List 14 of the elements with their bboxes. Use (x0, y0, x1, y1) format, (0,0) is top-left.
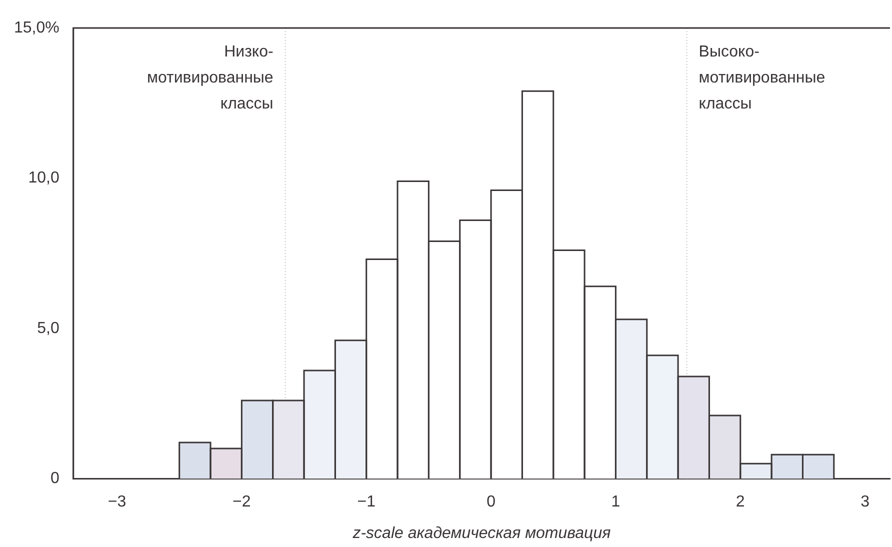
x-tick-label: −3 (108, 494, 126, 511)
y-tick-label: 15,0% (14, 19, 60, 36)
x-tick-label: −1 (357, 494, 376, 511)
x-axis-title: z-scale академическая мотивация (352, 524, 612, 542)
y-tick-label: 5,0 (37, 320, 60, 337)
ref-line-label: Низко- мотивированные классы (146, 43, 274, 112)
y-tick-label: 10,0 (28, 170, 60, 187)
x-tick-label: −2 (232, 494, 251, 511)
x-tick-label: 2 (736, 494, 745, 511)
x-tick-label: 0 (486, 494, 496, 511)
ref-line-label: Высоко- мотивированные классы (698, 43, 826, 112)
y-tick-label: 0 (50, 470, 60, 488)
x-tick-label: 3 (860, 494, 870, 511)
x-tick-label: 1 (611, 494, 620, 511)
